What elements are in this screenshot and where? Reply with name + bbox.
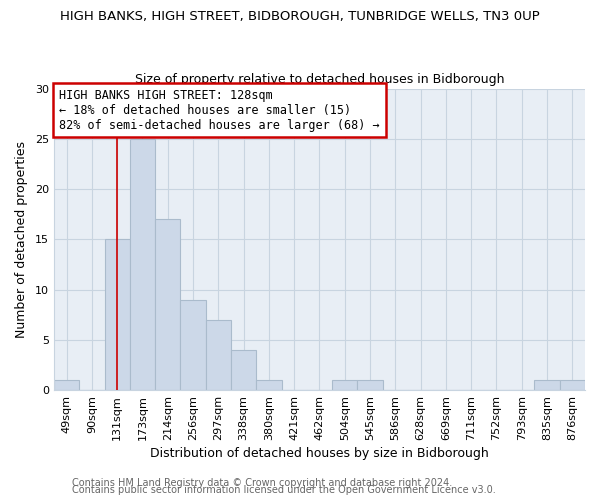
Bar: [358, 380, 383, 390]
Bar: [206, 320, 231, 390]
Y-axis label: Number of detached properties: Number of detached properties: [15, 141, 28, 338]
Bar: [332, 380, 358, 390]
Bar: [231, 350, 256, 390]
Text: Contains public sector information licensed under the Open Government Licence v3: Contains public sector information licen…: [72, 485, 496, 495]
Bar: [130, 139, 155, 390]
Bar: [155, 219, 181, 390]
Text: HIGH BANKS, HIGH STREET, BIDBOROUGH, TUNBRIDGE WELLS, TN3 0UP: HIGH BANKS, HIGH STREET, BIDBOROUGH, TUN…: [60, 10, 540, 23]
Text: HIGH BANKS HIGH STREET: 128sqm
← 18% of detached houses are smaller (15)
82% of : HIGH BANKS HIGH STREET: 128sqm ← 18% of …: [59, 88, 380, 132]
Bar: [104, 240, 130, 390]
Text: Contains HM Land Registry data © Crown copyright and database right 2024.: Contains HM Land Registry data © Crown c…: [72, 478, 452, 488]
Bar: [181, 300, 206, 390]
Bar: [54, 380, 79, 390]
Bar: [560, 380, 585, 390]
Bar: [535, 380, 560, 390]
X-axis label: Distribution of detached houses by size in Bidborough: Distribution of detached houses by size …: [150, 447, 489, 460]
Title: Size of property relative to detached houses in Bidborough: Size of property relative to detached ho…: [135, 73, 504, 86]
Bar: [256, 380, 281, 390]
